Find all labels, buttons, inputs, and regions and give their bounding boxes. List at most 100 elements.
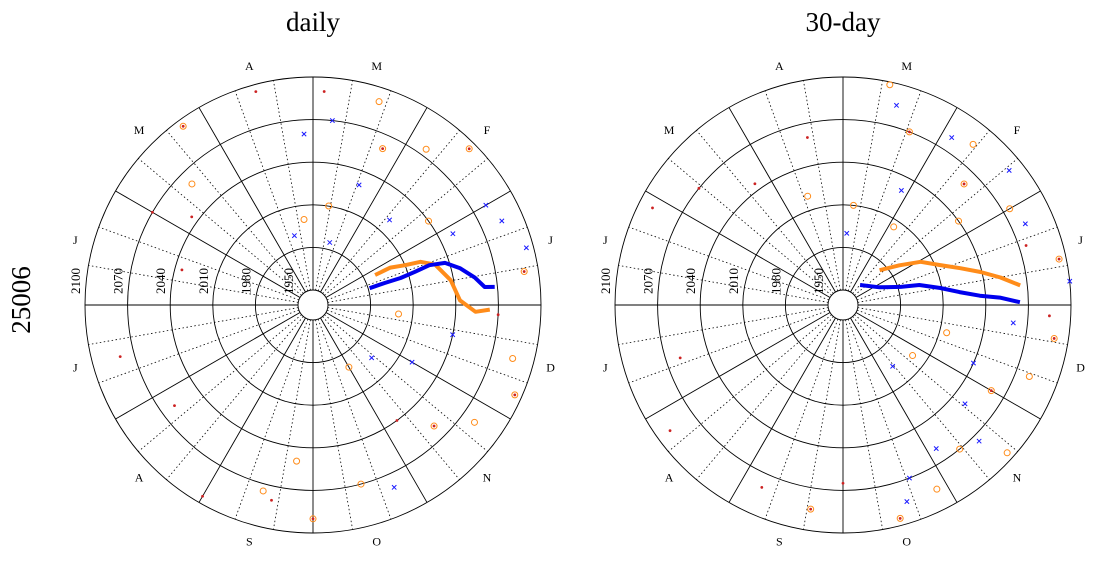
ring (169, 161, 457, 449)
point-cross (893, 102, 900, 108)
spoke-dotted (98, 226, 300, 301)
month-label: F (1014, 123, 1021, 137)
point-dot (651, 206, 654, 210)
spoke-dotted (166, 316, 304, 480)
spoke-dotted (856, 226, 1058, 301)
spoke-dotted (852, 316, 990, 480)
spoke-dotted (327, 265, 538, 303)
spoke (728, 107, 836, 293)
point-dot (989, 389, 993, 392)
point-circle (933, 485, 941, 493)
spoke-dotted (327, 307, 538, 345)
point-circle (509, 354, 517, 362)
point-cross (904, 499, 910, 505)
r-tick-label: 1980 (238, 268, 253, 294)
point-circle (259, 487, 267, 495)
month-label: M (134, 123, 145, 137)
point-circle (956, 445, 964, 453)
spoke (198, 317, 306, 503)
point-dot (322, 90, 326, 93)
point-cross (890, 363, 896, 369)
point-dot (254, 90, 258, 94)
point-circle (807, 505, 815, 513)
ring (699, 161, 987, 449)
point-dot (151, 210, 154, 214)
ring (657, 119, 1029, 491)
ring (297, 289, 329, 321)
point-circle (465, 145, 473, 153)
point-cross (898, 187, 904, 193)
spoke-dotted (764, 90, 839, 292)
point-circle (987, 387, 995, 395)
spoke (728, 317, 836, 503)
point-circle (960, 180, 968, 188)
spoke-dotted (668, 314, 832, 452)
ring (84, 76, 542, 534)
spoke-dotted (856, 309, 1058, 384)
point-cross (327, 239, 333, 246)
point-dot (809, 507, 813, 511)
series-line (368, 260, 495, 291)
point-circle (886, 81, 894, 89)
point-dot (668, 429, 672, 433)
point-dot (311, 517, 315, 521)
point-circle (955, 217, 963, 225)
point-dot (522, 270, 526, 273)
month-label: A (245, 59, 254, 73)
spoke-dotted (234, 90, 309, 292)
point-dot (760, 485, 764, 489)
point-dot (697, 186, 701, 190)
spoke-dotted (847, 318, 922, 520)
spoke (320, 317, 428, 503)
month-label: J (1078, 233, 1083, 247)
spoke-dotted (315, 319, 353, 530)
point-dot (395, 419, 399, 422)
spoke-dotted (88, 307, 299, 345)
point-circle (375, 98, 383, 106)
spoke (855, 190, 1041, 298)
series-line (374, 259, 491, 314)
point-dot (898, 516, 902, 520)
point-dot (678, 356, 682, 360)
month-label: N (1013, 471, 1022, 485)
point-circle (179, 122, 187, 130)
point-dot (432, 424, 436, 428)
r-tick-label: 1950 (281, 268, 296, 294)
month-label: F (484, 123, 491, 137)
spoke (325, 190, 511, 298)
point-dot (962, 182, 966, 186)
point-cross (291, 233, 297, 239)
spoke (115, 190, 301, 298)
month-label: D (546, 360, 555, 374)
ring (742, 204, 944, 406)
month-label: S (246, 534, 253, 548)
point-circle (422, 145, 430, 153)
r-tick-label: 2040 (153, 268, 168, 294)
r-tick-label: 2010 (196, 268, 211, 294)
point-cross (933, 446, 939, 452)
spoke (320, 107, 428, 293)
point-dot (753, 182, 757, 186)
point-circle (345, 363, 353, 371)
r-tick-label: 2040 (683, 268, 698, 294)
chart-title: daily (286, 7, 340, 37)
month-label: J (603, 233, 608, 247)
spoke-dotted (322, 316, 460, 480)
point-dot (118, 355, 122, 359)
ring (254, 246, 372, 364)
point-cross (301, 131, 307, 137)
point-circle (520, 268, 528, 276)
point-dot (201, 494, 204, 498)
point-circle (1055, 255, 1063, 263)
point-cross (409, 359, 415, 365)
month-label: M (371, 59, 382, 73)
point-dot (908, 130, 911, 134)
point-dot (841, 481, 845, 485)
spoke-dotted (764, 318, 839, 520)
spoke (115, 312, 301, 420)
point-dot (513, 393, 517, 397)
point-cross (450, 332, 456, 338)
point-cross (483, 202, 489, 208)
spoke-dotted (326, 309, 528, 384)
